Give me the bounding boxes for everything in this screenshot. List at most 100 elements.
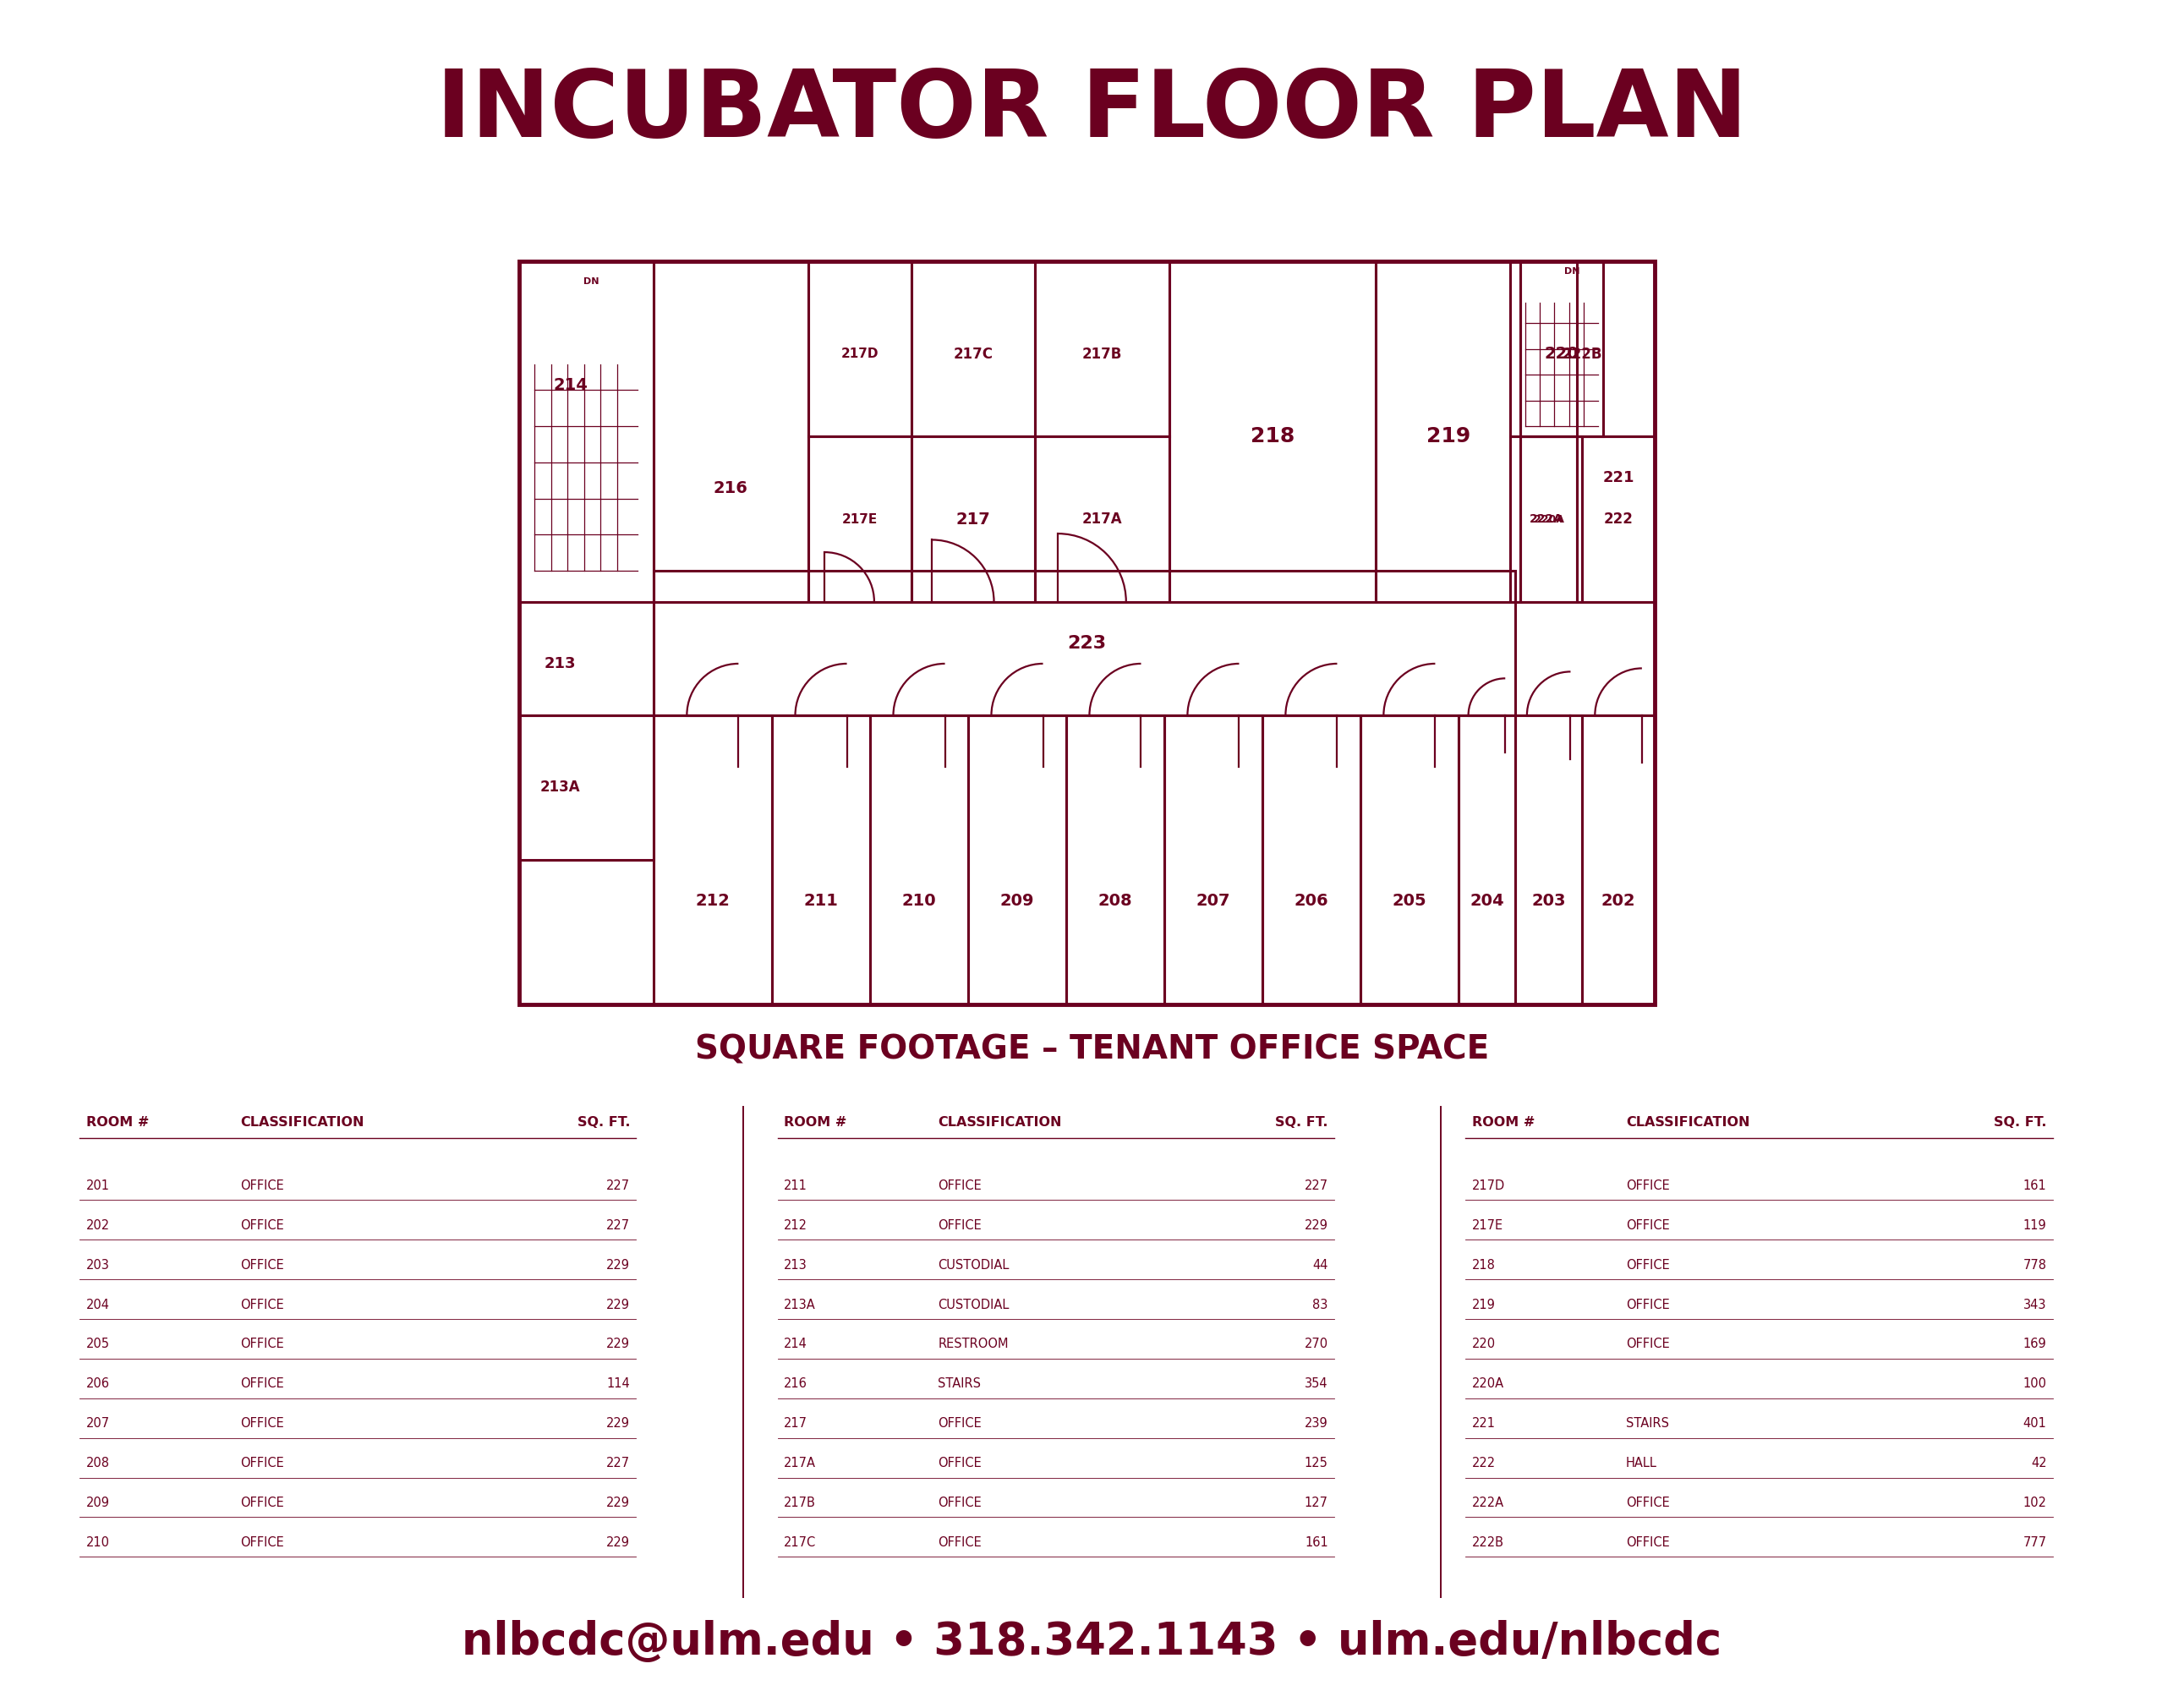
- Text: 220A: 220A: [1533, 514, 1564, 524]
- Text: 343: 343: [2022, 1299, 2046, 1311]
- Bar: [653, 715, 771, 1004]
- Bar: [520, 602, 653, 715]
- Text: 229: 229: [607, 1299, 631, 1311]
- Text: 777: 777: [2022, 1535, 2046, 1549]
- Text: OFFICE: OFFICE: [240, 1458, 284, 1469]
- Text: 216: 216: [714, 480, 747, 495]
- Text: 202: 202: [85, 1219, 109, 1231]
- Text: STAIRS: STAIRS: [1625, 1417, 1669, 1431]
- Text: OFFICE: OFFICE: [240, 1338, 284, 1351]
- Text: 214: 214: [553, 377, 587, 392]
- Text: 222B: 222B: [1472, 1535, 1505, 1549]
- Bar: [1066, 715, 1164, 1004]
- Text: OFFICE: OFFICE: [1625, 1219, 1669, 1231]
- Text: OFFICE: OFFICE: [1625, 1299, 1669, 1311]
- Text: 223: 223: [1068, 634, 1107, 651]
- Text: 207: 207: [1197, 893, 1230, 910]
- Bar: [869, 715, 968, 1004]
- Bar: [808, 260, 911, 436]
- Text: 229: 229: [607, 1417, 631, 1431]
- Bar: [1035, 260, 1168, 436]
- Bar: [1520, 260, 1603, 436]
- Text: 219: 219: [1472, 1299, 1496, 1311]
- Text: 208: 208: [1099, 893, 1131, 910]
- Text: OFFICE: OFFICE: [240, 1417, 284, 1431]
- Text: 211: 211: [804, 893, 839, 910]
- Text: 119: 119: [2022, 1219, 2046, 1231]
- Bar: [1577, 260, 1655, 602]
- Text: 401: 401: [2022, 1417, 2046, 1431]
- Text: 229: 229: [607, 1535, 631, 1549]
- Bar: [911, 436, 1035, 602]
- Text: 213A: 213A: [784, 1299, 817, 1311]
- Text: 201: 201: [85, 1180, 109, 1192]
- Text: STAIRS: STAIRS: [939, 1378, 981, 1390]
- Text: 229: 229: [607, 1497, 631, 1508]
- Text: CUSTODIAL: CUSTODIAL: [939, 1258, 1009, 1272]
- Text: 219: 219: [1426, 426, 1470, 446]
- Text: 229: 229: [607, 1338, 631, 1351]
- Text: 127: 127: [1304, 1497, 1328, 1508]
- Text: 44: 44: [1313, 1258, 1328, 1272]
- Text: 354: 354: [1304, 1378, 1328, 1390]
- Text: 208: 208: [85, 1458, 109, 1469]
- Text: 220: 220: [1544, 347, 1579, 362]
- Text: 202: 202: [1601, 893, 1636, 910]
- Text: 217B: 217B: [1083, 347, 1123, 362]
- Text: 217A: 217A: [784, 1458, 817, 1469]
- Text: 227: 227: [607, 1219, 631, 1231]
- Text: 204: 204: [1470, 893, 1505, 910]
- Text: OFFICE: OFFICE: [939, 1219, 983, 1231]
- Bar: [520, 715, 653, 859]
- Text: 216: 216: [784, 1378, 808, 1390]
- Text: SQUARE FOOTAGE – TENANT OFFICE SPACE: SQUARE FOOTAGE – TENANT OFFICE SPACE: [695, 1033, 1489, 1067]
- Text: 209: 209: [1000, 893, 1035, 910]
- Bar: [1262, 715, 1361, 1004]
- Bar: [1164, 715, 1262, 1004]
- Text: 229: 229: [1304, 1219, 1328, 1231]
- Text: 239: 239: [1304, 1417, 1328, 1431]
- Text: 210: 210: [85, 1535, 109, 1549]
- Text: 209: 209: [85, 1497, 109, 1508]
- Text: ROOM #: ROOM #: [784, 1116, 847, 1130]
- Bar: [1459, 715, 1516, 1004]
- Text: DN: DN: [583, 277, 598, 286]
- Text: 270: 270: [1304, 1338, 1328, 1351]
- Text: 114: 114: [607, 1378, 631, 1390]
- Bar: [808, 436, 911, 602]
- Bar: [1035, 436, 1168, 602]
- Text: 212: 212: [784, 1219, 808, 1231]
- Text: OFFICE: OFFICE: [1625, 1535, 1669, 1549]
- Text: nlbcdc@ulm.edu • 318.342.1143 • ulm.edu/nlbcdc: nlbcdc@ulm.edu • 318.342.1143 • ulm.edu/…: [463, 1620, 1721, 1664]
- Text: 227: 227: [607, 1458, 631, 1469]
- Text: 213: 213: [784, 1258, 808, 1272]
- Text: OFFICE: OFFICE: [1625, 1338, 1669, 1351]
- Text: OFFICE: OFFICE: [1625, 1258, 1669, 1272]
- Text: 161: 161: [1304, 1535, 1328, 1549]
- Text: 83: 83: [1313, 1299, 1328, 1311]
- Bar: [1168, 260, 1376, 602]
- Bar: [653, 260, 808, 602]
- Text: 217: 217: [957, 511, 992, 528]
- Text: 218: 218: [1251, 426, 1295, 446]
- Text: RESTROOM: RESTROOM: [939, 1338, 1009, 1351]
- Text: 206: 206: [1295, 893, 1328, 910]
- Text: 217D: 217D: [841, 348, 878, 360]
- Text: 210: 210: [902, 893, 937, 910]
- Text: 222A: 222A: [1472, 1497, 1505, 1508]
- Text: OFFICE: OFFICE: [939, 1180, 983, 1192]
- Text: OFFICE: OFFICE: [939, 1535, 983, 1549]
- Text: 221: 221: [1472, 1417, 1496, 1431]
- Text: OFFICE: OFFICE: [939, 1497, 983, 1508]
- Text: 211: 211: [784, 1180, 808, 1192]
- Bar: [1581, 436, 1655, 602]
- Text: OFFICE: OFFICE: [939, 1458, 983, 1469]
- Text: OFFICE: OFFICE: [240, 1180, 284, 1192]
- Text: 206: 206: [85, 1378, 109, 1390]
- Text: 125: 125: [1304, 1458, 1328, 1469]
- Text: 203: 203: [1531, 893, 1566, 910]
- Text: OFFICE: OFFICE: [240, 1219, 284, 1231]
- Text: 205: 205: [85, 1338, 109, 1351]
- Text: CLASSIFICATION: CLASSIFICATION: [240, 1116, 365, 1130]
- Text: 778: 778: [2022, 1258, 2046, 1272]
